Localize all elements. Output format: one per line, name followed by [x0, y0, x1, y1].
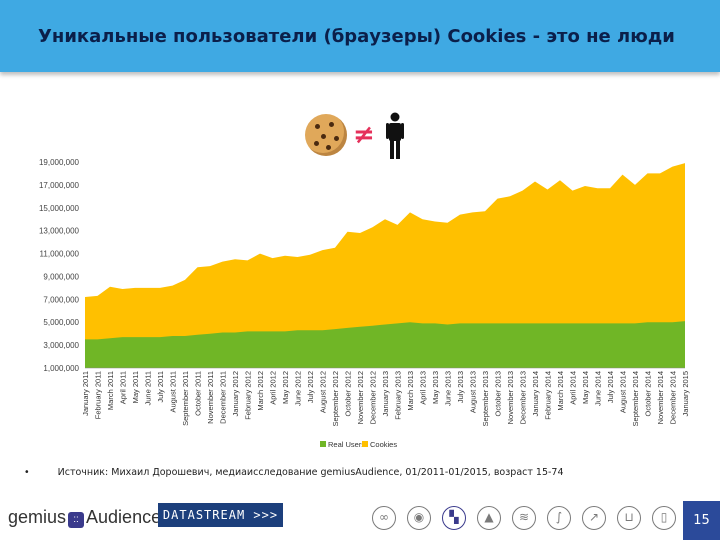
logo-left: gemius [8, 507, 67, 527]
x-tick-label: March 2012 [256, 371, 265, 411]
x-tick-label: August 2011 [169, 371, 178, 413]
cookies-area [85, 163, 685, 368]
y-tick-label: 15,000,000 [39, 204, 80, 213]
x-tick-label: April 2014 [569, 371, 578, 405]
y-tick-label: 3,000,000 [43, 341, 79, 350]
x-tick-label: July 2013 [456, 371, 465, 403]
x-tick-label: February 2014 [544, 371, 553, 420]
x-tick-label: August 2012 [319, 371, 328, 413]
page-title: Уникальные пользователи (браузеры) Cooki… [38, 26, 675, 47]
footer-icon-row: ∞ ◉ ▚ ▲ ≋ ∫ ↗ ⊔ ▯ [372, 506, 676, 534]
x-tick-label: April 2012 [269, 371, 278, 405]
legend-real-users-swatch [320, 441, 326, 447]
x-tick-label: March 2013 [406, 371, 415, 411]
y-tick-label: 19,000,000 [39, 158, 80, 167]
area-chart: 1,000,000 3,000,000 5,000,000 7,000,000 9,00… [39, 158, 690, 449]
source-note: • Источник: Михаил Дорошевич, медиаисслед… [24, 467, 564, 478]
page-number: 15 [683, 501, 720, 540]
x-tick-label: February 2011 [94, 371, 103, 419]
x-tick-label: October 2014 [644, 371, 653, 416]
legend-cookies-swatch [362, 441, 368, 447]
header-bar: Уникальные пользователи (браузеры) Cooki… [0, 0, 720, 72]
x-tick-label: September 2012 [331, 371, 340, 426]
cart-icon: ⊔ [617, 506, 641, 530]
cookie-vs-person-illustration: ≠ [305, 112, 405, 162]
x-tick-label: June 2011 [144, 371, 153, 405]
x-tick-label: October 2012 [344, 371, 353, 416]
x-tick-label: July 2014 [606, 371, 615, 403]
x-tick-label: November 2011 [206, 371, 215, 424]
x-tick-label: December 2013 [519, 371, 528, 424]
x-tick-label: July 2012 [306, 371, 315, 403]
audience-icon: ▚ [442, 506, 466, 530]
x-tick-label: March 2014 [556, 371, 565, 411]
x-tick-label: July 2011 [156, 371, 165, 403]
x-tick-label: February 2013 [394, 371, 403, 420]
feather-icon: ∫ [547, 506, 571, 530]
x-tick-label: June 2014 [594, 371, 603, 406]
person-icon [386, 112, 404, 159]
x-tick-label: June 2013 [444, 371, 453, 406]
x-tick-label: May 2013 [431, 371, 440, 404]
y-tick-label: 11,000,000 [40, 250, 80, 259]
x-tick-label: April 2011 [119, 371, 128, 404]
x-tick-label: May 2012 [281, 371, 290, 404]
x-tick-label: February 2012 [244, 371, 253, 420]
y-tick-label: 9,000,000 [43, 272, 79, 281]
mountain-icon: ▲ [477, 506, 501, 530]
x-tick-label: January 2014 [531, 371, 540, 416]
x-tick-label: January 2015 [681, 371, 690, 416]
mobile-icon: ▯ [652, 506, 676, 530]
location-pin-icon: ◉ [407, 506, 431, 530]
x-tick-label: September 2011 [181, 371, 190, 426]
not-equal-icon: ≠ [353, 120, 375, 150]
x-tick-label: January 2012 [231, 371, 240, 416]
x-tick-label: December 2011 [219, 371, 228, 424]
x-tick-label: August 2014 [619, 371, 628, 413]
x-tick-label: May 2011 [131, 371, 140, 403]
gemius-audience-logo: gemius:: Audience [8, 507, 161, 528]
x-tick-label: September 2014 [631, 371, 640, 426]
x-tick-label: January 2013 [381, 371, 390, 416]
y-tick-label: 17,000,000 [39, 181, 80, 190]
x-tick-label: November 2014 [656, 371, 665, 424]
x-tick-label: June 2012 [294, 371, 303, 406]
x-tick-label: April 2013 [419, 371, 428, 405]
x-tick-label: May 2014 [581, 371, 590, 404]
x-tick-label: September 2013 [481, 371, 490, 426]
cookie-icon [305, 114, 347, 156]
legend-real-users-label: Real Users [328, 440, 365, 449]
wifi-icon: ≋ [512, 506, 536, 530]
datastream-badge: DATASTREAM >>> [158, 503, 283, 527]
y-tick-label: 7,000,000 [43, 295, 79, 304]
x-tick-label: December 2014 [669, 371, 678, 424]
x-tick-label: November 2012 [356, 371, 365, 424]
bullet: • [24, 467, 30, 478]
x-tick-label: March 2011 [106, 371, 115, 410]
real-users-area [85, 321, 685, 368]
logo-mark: :: [68, 512, 85, 528]
y-tick-label: 5,000,000 [43, 318, 79, 327]
x-tick-label: October 2013 [494, 371, 503, 416]
source-text: Источник: Михаил Дорошевич, медиаисследо… [57, 467, 564, 478]
logo-right: Audience [86, 507, 162, 527]
handshake-icon: ∞ [372, 506, 396, 530]
x-tick-label: November 2013 [506, 371, 515, 424]
legend-cookies-label: Cookies [370, 440, 397, 449]
y-tick-label: 13,000,000 [39, 227, 80, 236]
x-tick-label: December 2012 [369, 371, 378, 424]
x-tick-label: January 2011 [81, 371, 90, 416]
x-tick-label: October 2011 [194, 371, 203, 416]
arrows-icon: ↗ [582, 506, 606, 530]
y-tick-label: 1,000,000 [43, 364, 79, 373]
x-tick-label: August 2013 [469, 371, 478, 413]
